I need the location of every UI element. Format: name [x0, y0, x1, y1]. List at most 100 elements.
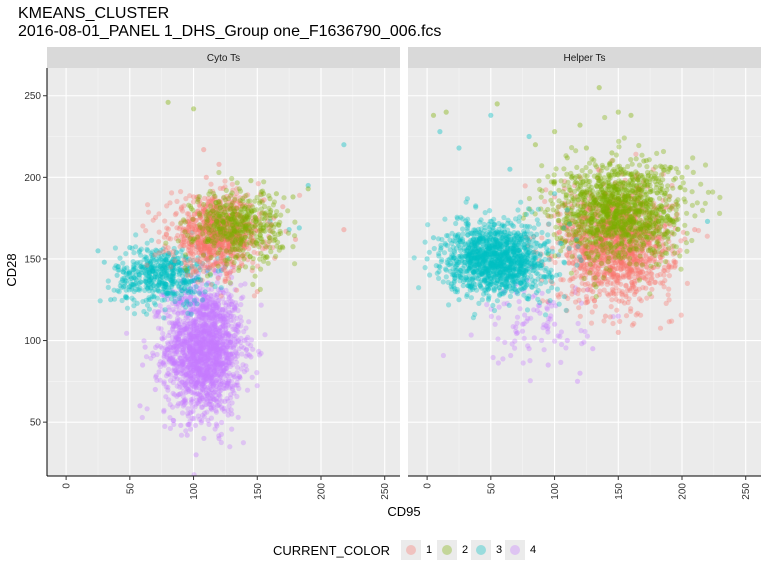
data-point	[219, 324, 225, 330]
data-point	[226, 359, 232, 366]
data-point	[164, 347, 170, 353]
data-point	[226, 256, 232, 262]
data-point	[213, 327, 219, 333]
data-point	[156, 314, 162, 320]
data-point	[182, 256, 188, 263]
data-point	[200, 341, 206, 348]
data-point	[220, 332, 226, 338]
data-point	[199, 381, 206, 387]
data-point	[211, 356, 217, 362]
data-point	[183, 339, 189, 345]
data-point	[191, 322, 197, 329]
data-point	[224, 382, 230, 388]
data-point	[183, 428, 189, 434]
data-point	[195, 312, 201, 318]
data-point	[251, 249, 257, 255]
data-point	[188, 307, 194, 313]
data-point	[225, 351, 232, 357]
data-point	[208, 336, 214, 342]
data-point	[175, 262, 181, 268]
data-point	[167, 236, 174, 242]
data-point	[197, 356, 203, 362]
data-point	[213, 365, 219, 371]
data-point	[162, 281, 168, 287]
data-point	[222, 324, 228, 330]
data-point	[198, 351, 204, 357]
data-point	[204, 327, 210, 334]
data-point	[215, 340, 221, 347]
data-point	[171, 273, 177, 279]
data-point	[198, 333, 204, 339]
data-point	[131, 250, 137, 256]
data-point	[215, 316, 222, 322]
data-point	[202, 334, 208, 340]
data-point	[217, 333, 223, 339]
data-point	[140, 223, 146, 229]
data-point	[225, 380, 231, 386]
data-point	[196, 384, 202, 391]
data-point	[219, 371, 225, 377]
data-point	[216, 392, 222, 398]
data-point	[209, 379, 215, 385]
data-point	[194, 301, 200, 307]
data-point	[184, 263, 190, 270]
data-point	[614, 307, 620, 313]
data-point	[231, 242, 238, 249]
data-point	[212, 328, 218, 334]
data-point	[222, 327, 229, 333]
data-point	[212, 359, 218, 365]
data-point	[669, 318, 675, 324]
data-point	[192, 319, 199, 325]
data-point	[197, 212, 203, 218]
data-point	[216, 358, 222, 364]
data-point	[209, 340, 215, 346]
data-point	[172, 358, 178, 364]
data-point	[187, 337, 193, 343]
data-point	[121, 275, 127, 281]
data-point	[704, 233, 710, 239]
data-point	[133, 277, 140, 283]
data-point	[201, 374, 207, 380]
data-point	[226, 370, 232, 376]
data-point	[178, 278, 184, 284]
data-point	[204, 370, 210, 376]
data-point	[212, 318, 218, 324]
data-point	[193, 381, 199, 387]
data-point	[179, 362, 185, 368]
data-point	[186, 364, 192, 370]
data-point	[238, 242, 244, 248]
data-point	[197, 375, 203, 381]
data-point	[166, 366, 172, 372]
data-point	[116, 267, 122, 273]
data-point	[216, 361, 222, 367]
data-point	[192, 355, 198, 361]
data-point	[162, 218, 168, 224]
data-point	[208, 368, 214, 374]
data-point	[212, 347, 218, 353]
data-point	[203, 321, 209, 328]
data-point	[177, 391, 184, 397]
data-point	[179, 358, 185, 364]
data-point	[134, 260, 141, 266]
outlier-point	[520, 321, 526, 327]
data-point	[195, 374, 201, 380]
data-point	[626, 286, 633, 292]
data-point	[196, 401, 202, 407]
data-point	[235, 339, 241, 345]
data-point	[212, 389, 218, 395]
data-point	[191, 345, 197, 351]
data-point	[192, 368, 199, 374]
data-point	[173, 367, 179, 374]
data-point	[194, 338, 200, 344]
data-point	[214, 355, 220, 362]
data-point	[197, 357, 204, 363]
data-point	[211, 299, 217, 305]
data-point	[169, 357, 176, 363]
data-point	[220, 344, 226, 350]
data-point	[212, 345, 218, 351]
data-point	[176, 347, 182, 353]
data-point	[180, 330, 186, 337]
data-point	[180, 365, 186, 371]
data-point	[183, 389, 189, 395]
data-point	[212, 193, 218, 199]
